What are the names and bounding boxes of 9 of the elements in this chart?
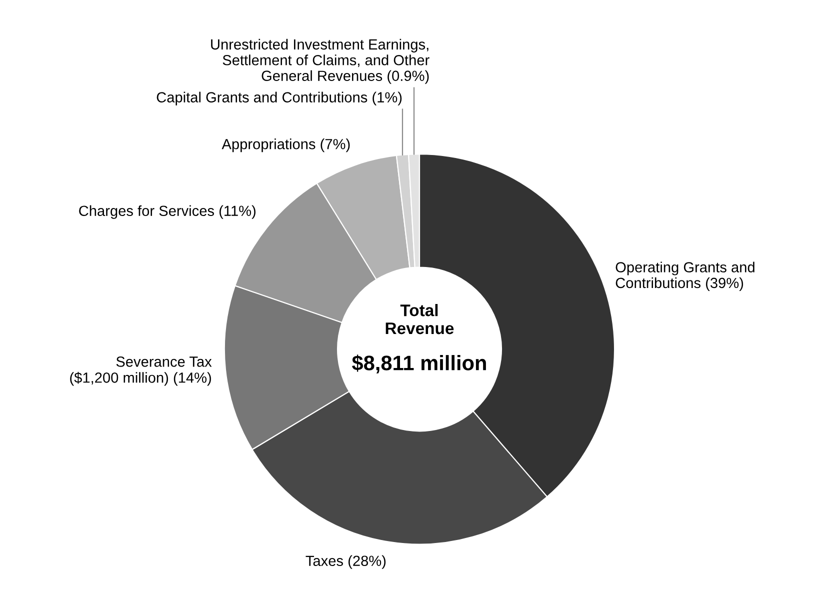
slice-label: Taxes (28%) [306, 555, 386, 569]
slice-label: Appropriations (7%) [222, 138, 350, 152]
slice-label: Charges for Services (11%) [79, 205, 256, 219]
text: $8,811 million [352, 354, 486, 374]
slice-label: Operating Grants and Contributions (39%) [616, 262, 754, 291]
slice-label: Unrestricted Investment Earnings, Settlement of Claims, and Other General Revenues (0.9%) [211, 38, 430, 84]
text: Total Revenue [386, 304, 454, 334]
slice-label: Capital Grants and Contributions (1%) [156, 92, 402, 106]
slice-label: Severance Tax ($1,200 million) (14%) [70, 356, 212, 386]
